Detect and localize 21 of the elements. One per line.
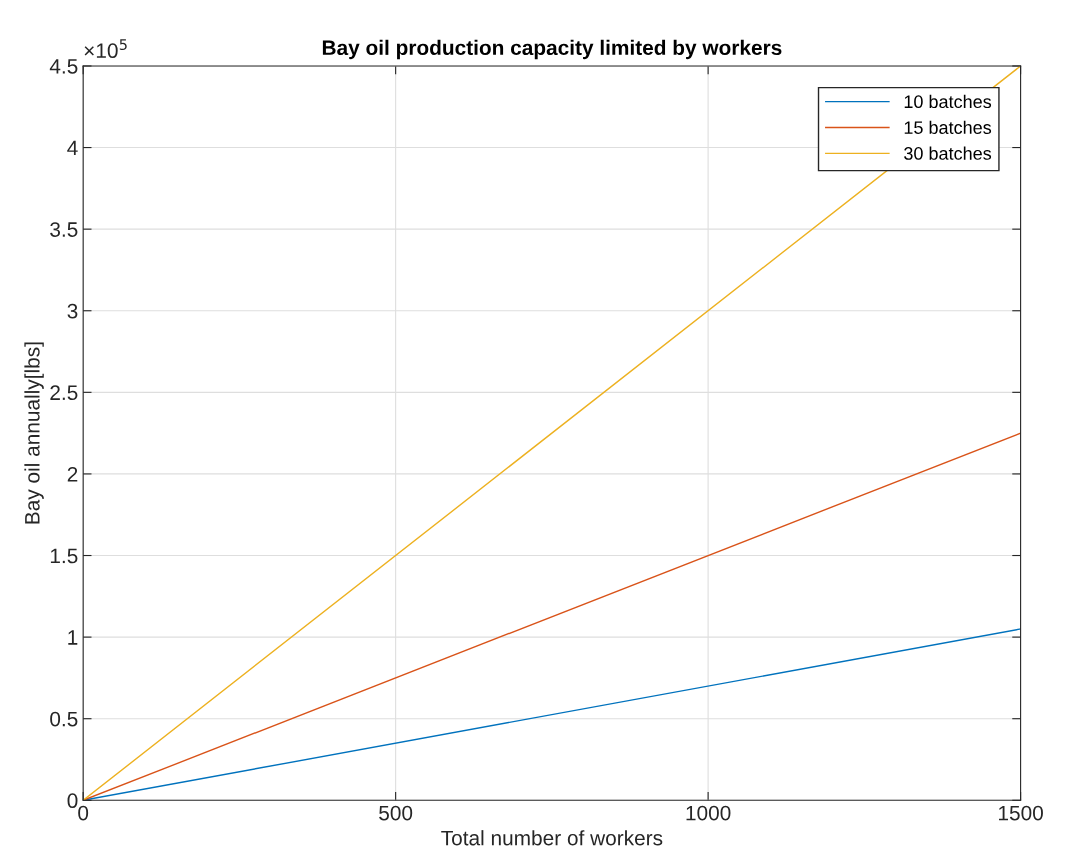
y-tick-label: 2.5 — [50, 385, 78, 401]
x-tick-label: 1500 — [999, 805, 1043, 821]
y-tick-label: 0 — [67, 793, 78, 809]
y-tick-label: 3 — [67, 303, 78, 319]
y-tick-label: 1 — [68, 630, 78, 645]
legend-label: 30 batches — [904, 146, 992, 160]
text: ×10$^{5}$ — [84, 39, 127, 59]
legend-label: 10 batches — [904, 94, 992, 109]
x-tick-label: 500 — [379, 805, 413, 821]
chart-title: Bay oil production capacity limited by workers — [322, 39, 782, 60]
y-tick-label: 4 — [67, 140, 78, 156]
x-tick-label: 0 — [78, 805, 89, 821]
y-tick-label: 2 — [67, 466, 78, 482]
y-tick-label: 3.5 — [50, 222, 78, 237]
y-tick-label: 4.5 — [49, 59, 78, 74]
y-axis-title: Bay oil annually[lbs] — [24, 342, 44, 524]
y-tick-label: 1.5 — [50, 548, 78, 564]
legend-label: 15 batches — [904, 120, 992, 134]
y-tick-label: 0.5 — [50, 711, 78, 727]
x-tick-label: 1000 — [686, 805, 731, 821]
x-axis-title: Total number of workers — [441, 830, 663, 846]
